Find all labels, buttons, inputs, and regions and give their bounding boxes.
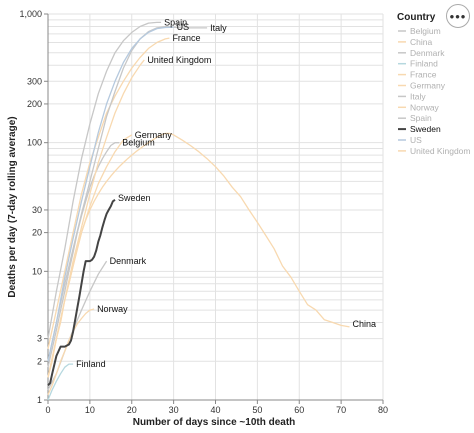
y-tick-label: 3 [37,334,42,344]
series-lines [47,21,350,401]
series-label-germany: Germany [135,130,173,140]
x-tick-label: 70 [336,405,346,415]
series-label-china: China [353,319,377,329]
y-tick-label: 1,000 [19,9,42,19]
legend-item-united-kingdom: United Kingdom [410,146,470,156]
legend-item-spain: Spain [410,113,432,123]
y-tick-label: 1 [37,395,42,405]
x-tick-label: 50 [252,405,262,415]
axes: 0 10 20 30 40 50 60 70 80 1 2 3 10 20 30 100 200 300 1,000 [19,9,388,415]
legend-item-sweden: Sweden [410,124,441,134]
legend-item-denmark: Denmark [410,48,445,58]
legend-item-france: France [410,70,437,80]
y-tick-label: 10 [32,266,42,276]
y-tick-label: 100 [27,138,42,148]
legend: Country BelgiumChinaDenmarkFinlandFrance… [397,12,470,156]
y-tick-label: 300 [27,76,42,86]
x-axis-title: Number of days since ~10th death [133,417,296,428]
x-tick-label: 20 [127,405,137,415]
series-line-us [47,26,174,362]
legend-item-norway: Norway [410,102,440,112]
series-line-finland [47,363,74,401]
series-label-spain: Spain [164,17,187,27]
legend-item-belgium: Belgium [410,26,441,36]
y-tick-label: 30 [32,205,42,215]
series-label-norway: Norway [97,304,128,314]
series-line-belgium [47,142,120,368]
x-tick-label: 80 [378,405,388,415]
legend-item-italy: Italy [410,91,426,101]
x-tick-label: 60 [294,405,304,415]
series-line-italy [47,25,208,362]
series-line-spain [47,21,162,339]
grid-lines [47,13,384,401]
series-label-united-kingdom: United Kingdom [147,55,211,65]
ellipsis-icon: ••• [449,8,467,24]
legend-item-finland: Finland [410,59,438,69]
x-tick-label: 10 [85,405,95,415]
series-label-denmark: Denmark [110,256,147,266]
series-labels: Belgium China Denmark Finland France Germany I… [76,17,376,369]
series-label-us: US [177,22,190,32]
x-tick-label: 30 [169,405,179,415]
series-label-france: France [172,33,200,43]
x-tick-label: 0 [45,405,50,415]
legend-item-china: China [410,37,432,47]
series-label-finland: Finland [76,359,106,369]
legend-item-germany: Germany [410,81,446,91]
y-axis-title: Deaths per day (7-day rolling average) [7,116,18,297]
legend-item-us: US [410,135,422,145]
series-line-norway [47,308,95,395]
y-tick-label: 2 [37,356,42,366]
series-label-italy: Italy [210,23,227,33]
x-tick-label: 40 [210,405,220,415]
y-tick-label: 200 [27,99,42,109]
y-tick-label: 20 [32,228,42,238]
series-label-sweden: Sweden [118,193,151,203]
legend-title: Country [397,12,436,23]
more-options-button[interactable]: ••• [446,4,470,28]
series-line-united-kingdom [47,59,145,378]
series-line-sweden [47,198,116,387]
series-label-belgium: Belgium [122,138,155,148]
